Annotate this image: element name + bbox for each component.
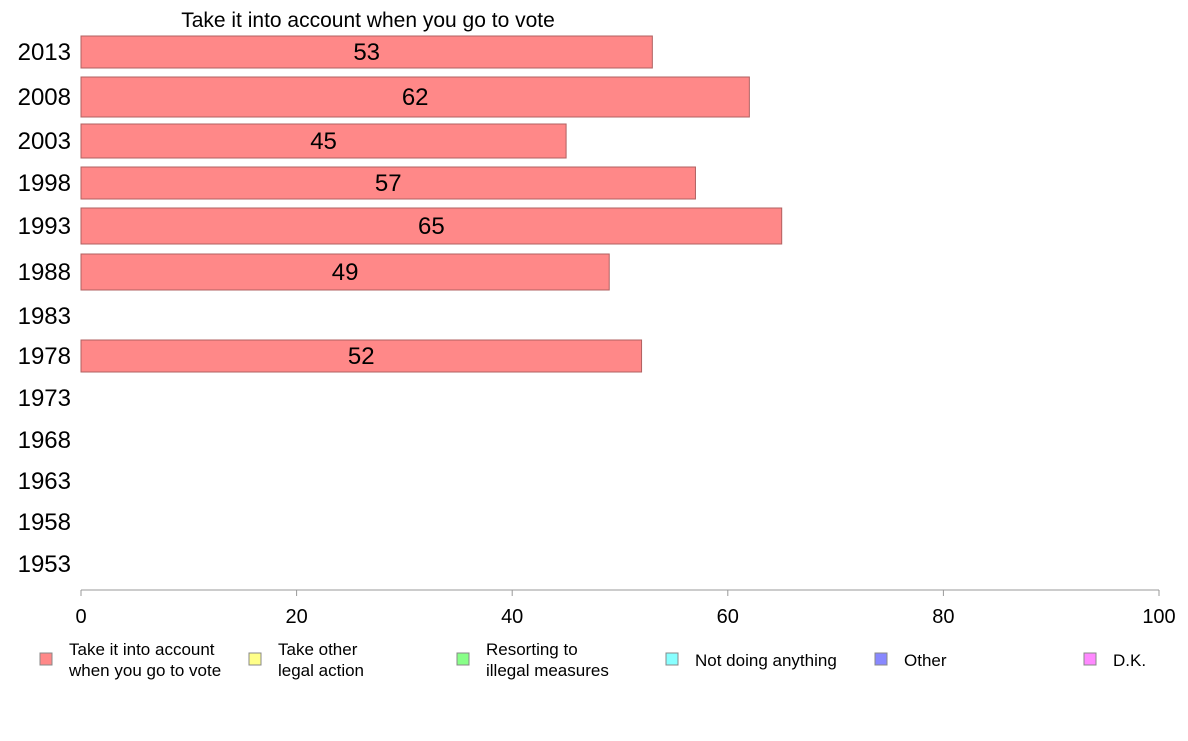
bars-group bbox=[80, 35, 783, 373]
legend-swatch bbox=[874, 652, 888, 666]
legend-item-6: D.K. bbox=[1083, 651, 1146, 670]
legend-item-4: Not doing anything bbox=[665, 651, 837, 670]
bar-2013 bbox=[80, 35, 653, 69]
chart-title: Take it into account when you go to vote bbox=[181, 9, 555, 32]
legend-label: Other bbox=[904, 651, 947, 670]
bar-label-1998: 57 bbox=[375, 170, 402, 197]
y-axis-labels: 2013 2008 2003 1998 1993 1988 1983 1978 1973 1968… bbox=[18, 39, 71, 578]
bar-1998 bbox=[80, 166, 696, 200]
y-tick-label-2003: 2003 bbox=[18, 128, 71, 155]
legend-label: when you go to vote bbox=[68, 661, 221, 680]
y-tick-label-1993: 1993 bbox=[18, 213, 71, 240]
legend-label: legal action bbox=[278, 661, 364, 680]
bar-label-2013: 53 bbox=[353, 39, 380, 66]
legend-label: D.K. bbox=[1113, 651, 1146, 670]
x-axis: 0 20 40 60 80 100 bbox=[75, 589, 1176, 628]
y-tick-label-2008: 2008 bbox=[18, 84, 71, 111]
y-tick-label-1958: 1958 bbox=[18, 509, 71, 536]
legend-label: Take it into account bbox=[69, 640, 215, 659]
y-tick-label-1973: 1973 bbox=[18, 385, 71, 412]
bar-label-1993: 65 bbox=[418, 213, 445, 240]
legend-label: Not doing anything bbox=[695, 651, 837, 670]
y-tick-label-1963: 1963 bbox=[18, 468, 71, 495]
bar-label-1988: 49 bbox=[332, 259, 359, 286]
y-tick-label-2013: 2013 bbox=[18, 39, 71, 66]
legend-swatch bbox=[39, 652, 53, 666]
x-tick-label-80: 80 bbox=[932, 606, 954, 628]
bar-1978 bbox=[80, 339, 643, 373]
legend-item-5: Other bbox=[874, 651, 947, 670]
y-tick-label-1968: 1968 bbox=[18, 427, 71, 454]
y-tick-label-1988: 1988 bbox=[18, 259, 71, 286]
legend-swatch bbox=[248, 652, 262, 666]
y-tick-label-1953: 1953 bbox=[18, 551, 71, 578]
bar-1993 bbox=[80, 207, 783, 245]
bar-label-2008: 62 bbox=[402, 84, 429, 111]
legend-swatch bbox=[456, 652, 470, 666]
legend-label: Take other bbox=[278, 640, 358, 659]
legend-swatch bbox=[1083, 652, 1097, 666]
x-tick-label-40: 40 bbox=[501, 606, 523, 628]
y-tick-label-1978: 1978 bbox=[18, 343, 71, 370]
bar-data-labels: 53 62 45 57 65 49 52 bbox=[310, 39, 445, 370]
bar-2003 bbox=[80, 123, 567, 159]
bar-label-2003: 45 bbox=[310, 128, 337, 155]
legend-label: illegal measures bbox=[486, 661, 609, 680]
legend-swatch bbox=[665, 652, 679, 666]
legend-item-2: Take other legal action bbox=[248, 640, 364, 680]
bar-1988 bbox=[80, 253, 610, 291]
x-tick-label-100: 100 bbox=[1142, 606, 1175, 628]
legend-item-1: Take it into account when you go to vote bbox=[39, 640, 221, 680]
bar-2008 bbox=[80, 76, 750, 118]
legend-item-3: Resorting to illegal measures bbox=[456, 640, 609, 680]
x-tick-label-20: 20 bbox=[285, 606, 307, 628]
x-tick-label-0: 0 bbox=[75, 606, 86, 628]
y-tick-label-1983: 1983 bbox=[18, 303, 71, 330]
legend-label: Resorting to bbox=[486, 640, 578, 659]
y-tick-label-1998: 1998 bbox=[18, 170, 71, 197]
bar-label-1978: 52 bbox=[348, 343, 375, 370]
x-tick-label-60: 60 bbox=[717, 606, 739, 628]
